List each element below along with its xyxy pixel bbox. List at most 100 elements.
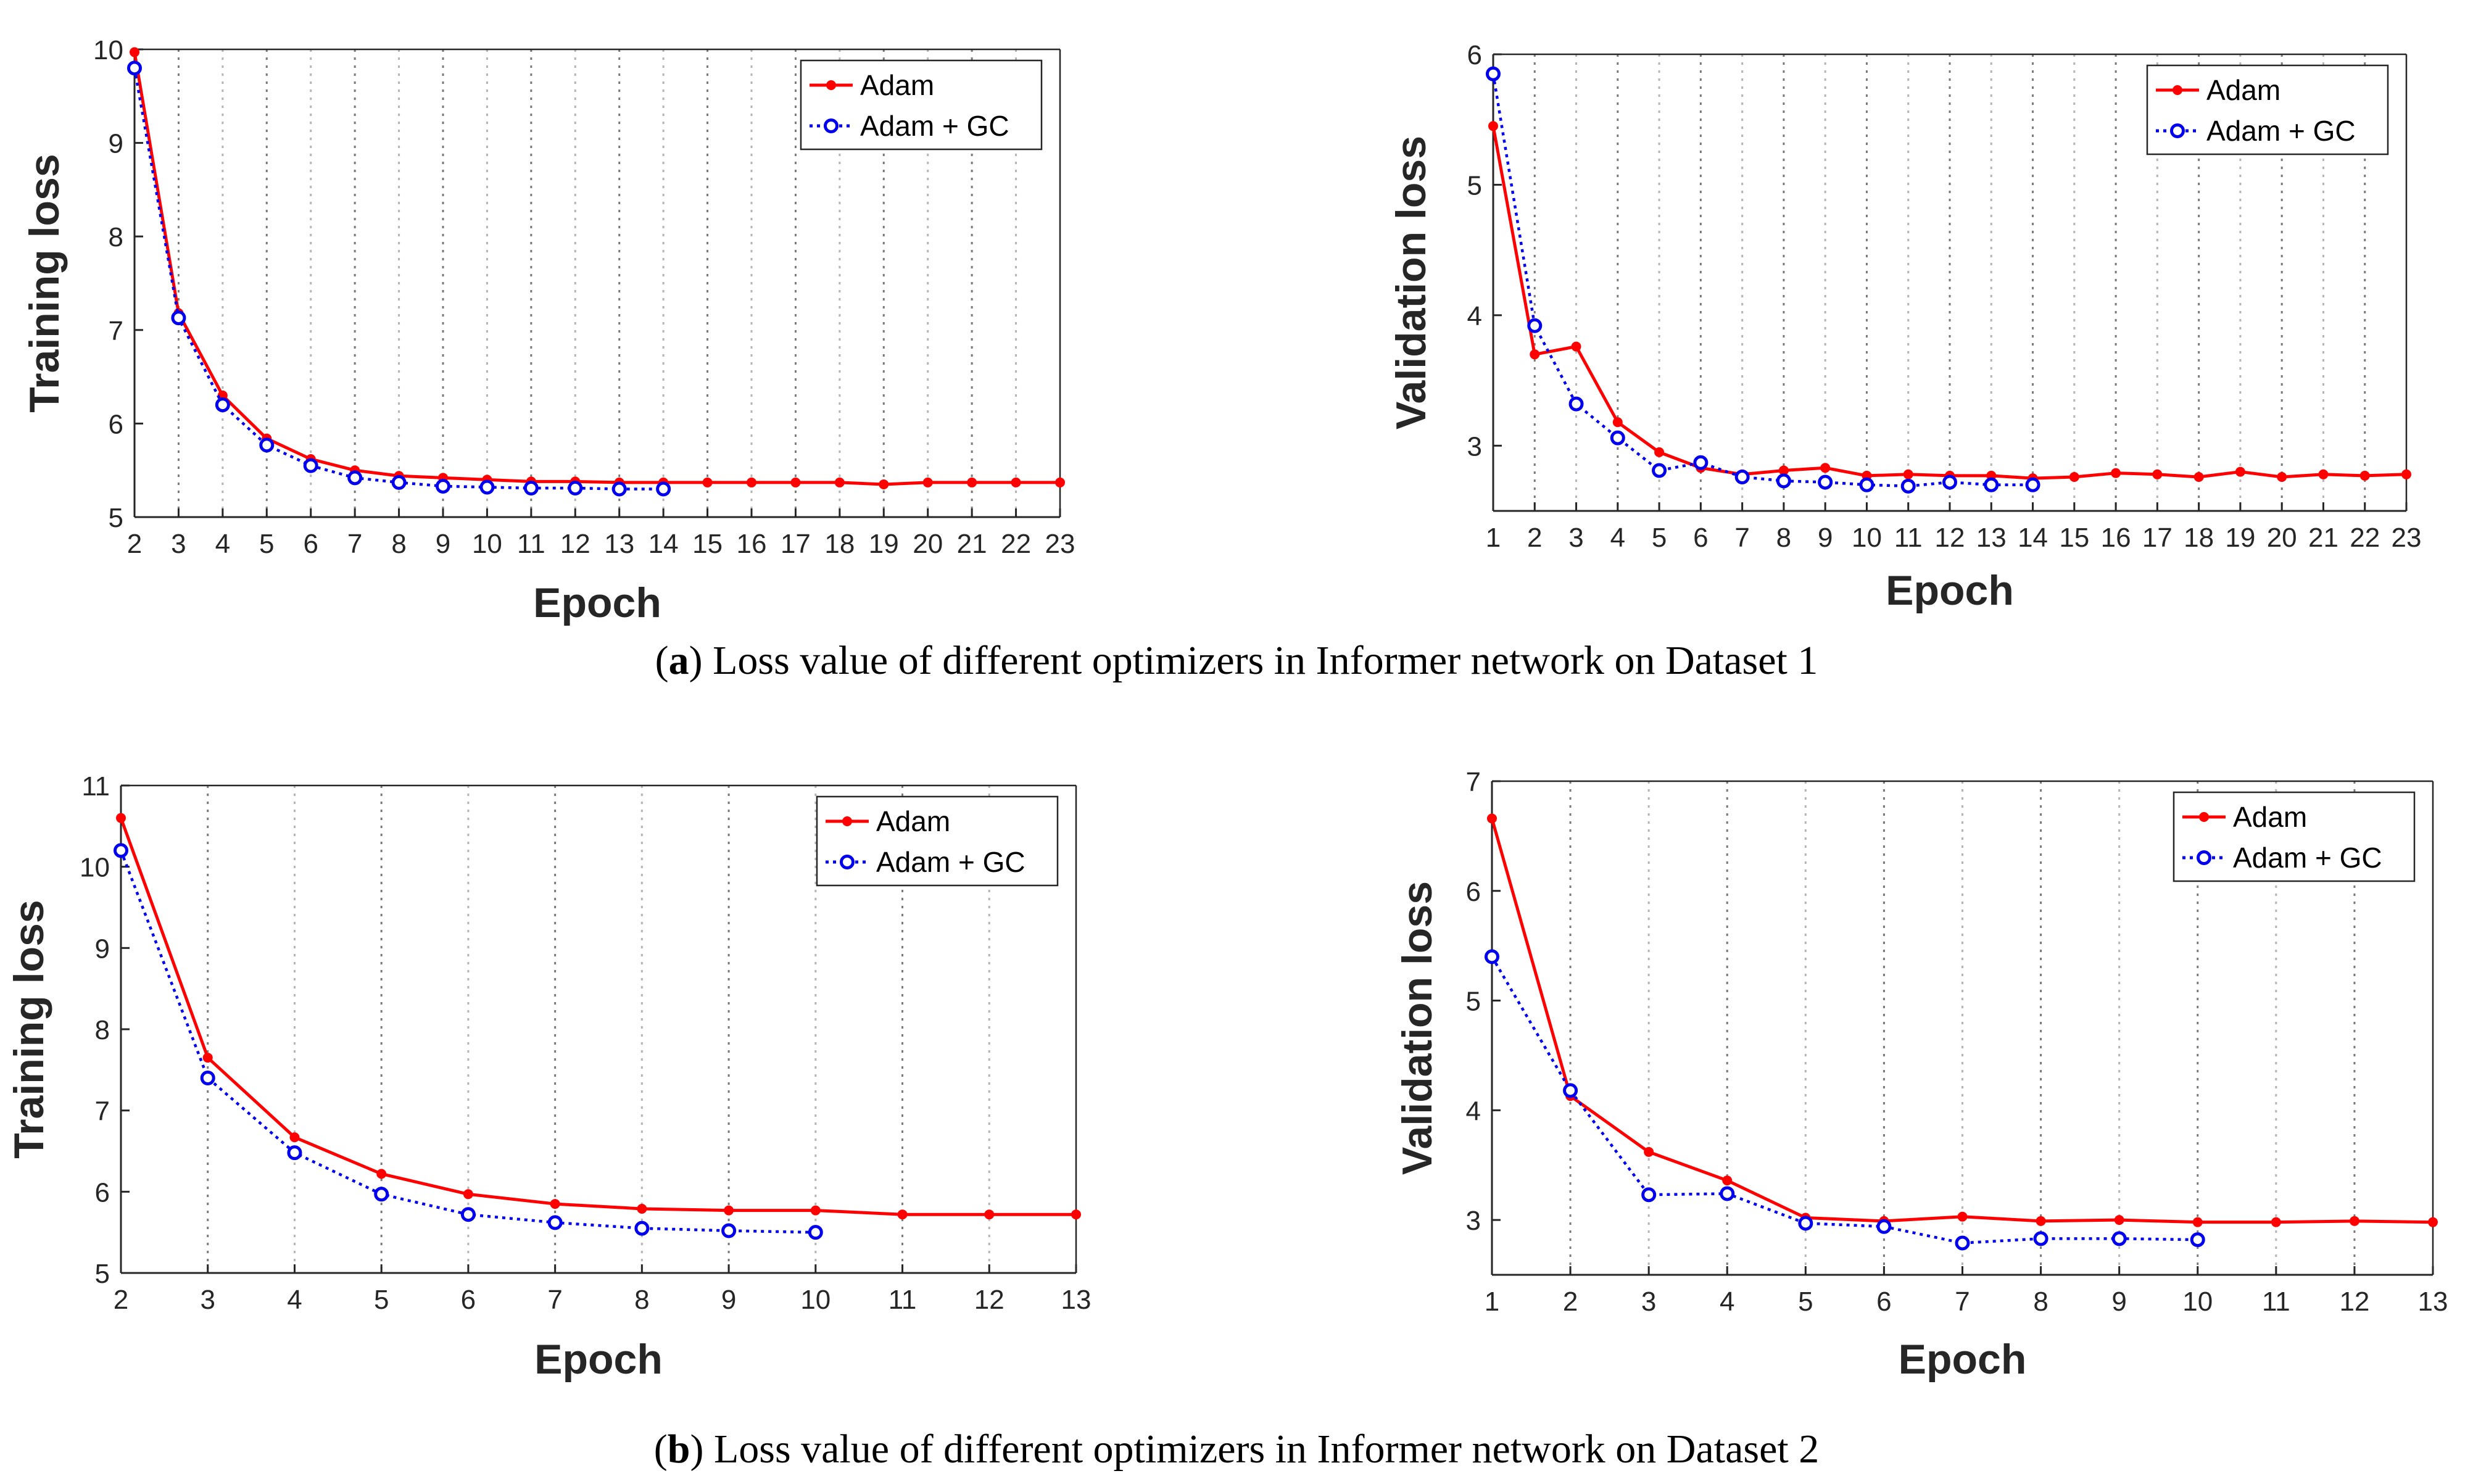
legend: Adam Adam + GC [800,59,1043,151]
adam-point [2235,466,2245,477]
x-tick-label: 5 [1652,523,1667,553]
x-tick-label: 2 [1527,523,1542,553]
x-tick-label: 22 [2350,523,2380,553]
adam-gc-point [1818,475,1833,490]
x-tick-label: 23 [1045,529,1075,559]
y-axis-title: Validation loss [1388,136,1435,429]
plots-layer: 2 3 4 5 6 7 8 9 10 11 12 13 14 15 16 17 18 19 20 21 22 235678… [6,35,2448,1383]
x-tick-label: 22 [1001,529,1031,559]
y-tick-label: 5 [1466,987,1481,1017]
adam-point [2428,1217,2438,1227]
adam-point [376,1169,387,1179]
adam-point [1055,477,1065,487]
x-tick-label: 10 [1852,523,1882,553]
x-tick-label: 10 [800,1285,831,1315]
adam-gc-point [1485,949,1499,964]
legend-label: Adam [860,69,934,101]
adam-gc-point [1652,463,1667,478]
x-tick-label: 4 [1610,523,1625,553]
adam-point [2318,469,2329,479]
adam-point [2152,469,2163,479]
x-tick-label: 1 [1485,1287,1499,1317]
x-tick-label: 9 [1818,523,1833,553]
x-axis-title: Epoch [1886,567,2014,614]
x-tick-label: 21 [957,529,987,559]
y-axis-title: Training loss [21,154,68,412]
adam-point [702,477,713,487]
x-tick-label: 16 [2101,523,2131,553]
adam-point [2069,472,2079,483]
adam-gc-point [460,1207,476,1222]
x-tick-label: 7 [547,1285,562,1315]
y-axis-title: Validation loss [1394,881,1441,1175]
x-tick-label: 6 [1876,1287,1891,1317]
x-tick-label: 2 [114,1285,128,1315]
legend-label: Adam + GC [860,110,1009,142]
x-tick-label: 20 [913,529,943,559]
y-tick-label: 7 [1466,767,1481,797]
adam-point [116,813,126,823]
x-tick-label: 17 [2142,523,2173,553]
legend-box [2146,64,2389,155]
adam-gc-point [2025,477,2040,492]
adam-point [810,1205,821,1216]
adam-gc-point [303,458,318,473]
adam-gc-point [259,437,275,453]
legend-box [2173,791,2416,882]
x-tick-label: 15 [692,529,723,559]
adam-point [1644,1146,1654,1157]
legend-label: Adam [2233,801,2307,833]
adam-point [1820,463,1831,473]
adam-gc-point [656,481,671,497]
adam-gc-point [1876,1219,1892,1234]
adam-gc-point [1955,1235,1970,1251]
caption-a-text: ) Loss value of different optimizers in … [689,638,1818,683]
legend-swatch-marker [842,816,852,826]
adam-point [463,1189,473,1200]
y-tick-label: 9 [95,934,110,964]
x-tick-label: 8 [634,1285,649,1315]
legend: Adam Adam + GC [2173,791,2416,882]
x-tick-label: 17 [781,529,811,559]
adam-gc-point [634,1221,650,1236]
adam-gc-point [808,1225,823,1240]
x-tick-label: 9 [436,529,450,559]
adam-gc-point [1563,1083,1578,1098]
x-tick-label: 2 [127,529,142,559]
legend-swatch-marker [826,80,836,90]
adam-gc-series-line [1491,73,2033,488]
x-tick-label: 5 [1798,1287,1813,1317]
adam-point [724,1205,734,1216]
y-tick-label: 6 [109,409,123,439]
x-tick-label: 23 [2392,523,2422,553]
y-tick-label: 6 [95,1177,110,1208]
x-tick-label: 7 [347,529,362,559]
y-tick-label: 6 [1466,877,1481,907]
legend-box [816,795,1059,887]
adam-gc-point [2111,1231,2127,1246]
adam-gc-point [611,481,627,497]
adam-gc-series-line [1491,956,2198,1245]
adam-point [2359,470,2370,481]
adam-point [2114,1215,2124,1225]
adam-gc-point [200,1071,215,1085]
adam-point [1571,341,1581,352]
x-tick-label: 11 [1894,523,1923,553]
adam-point [2036,1216,2046,1226]
adam-point [1011,477,1021,487]
adam-gc-point [1720,1186,1735,1201]
adam-point [1530,349,1540,360]
adam-gc-point [114,843,128,858]
adam-gc-point [1859,477,1874,492]
x-axis-title: Epoch [533,579,661,626]
y-tick-label: 7 [95,1096,110,1127]
legend-label: Adam + GC [2233,842,2382,874]
x-tick-label: 2 [1563,1287,1578,1317]
caption-b-letter: b [668,1427,690,1472]
adam-point [1957,1211,1968,1222]
adam-point [550,1199,560,1209]
adam-series-line [119,817,1076,1216]
y-tick-label: 5 [109,503,123,533]
x-tick-label: 19 [869,529,899,559]
